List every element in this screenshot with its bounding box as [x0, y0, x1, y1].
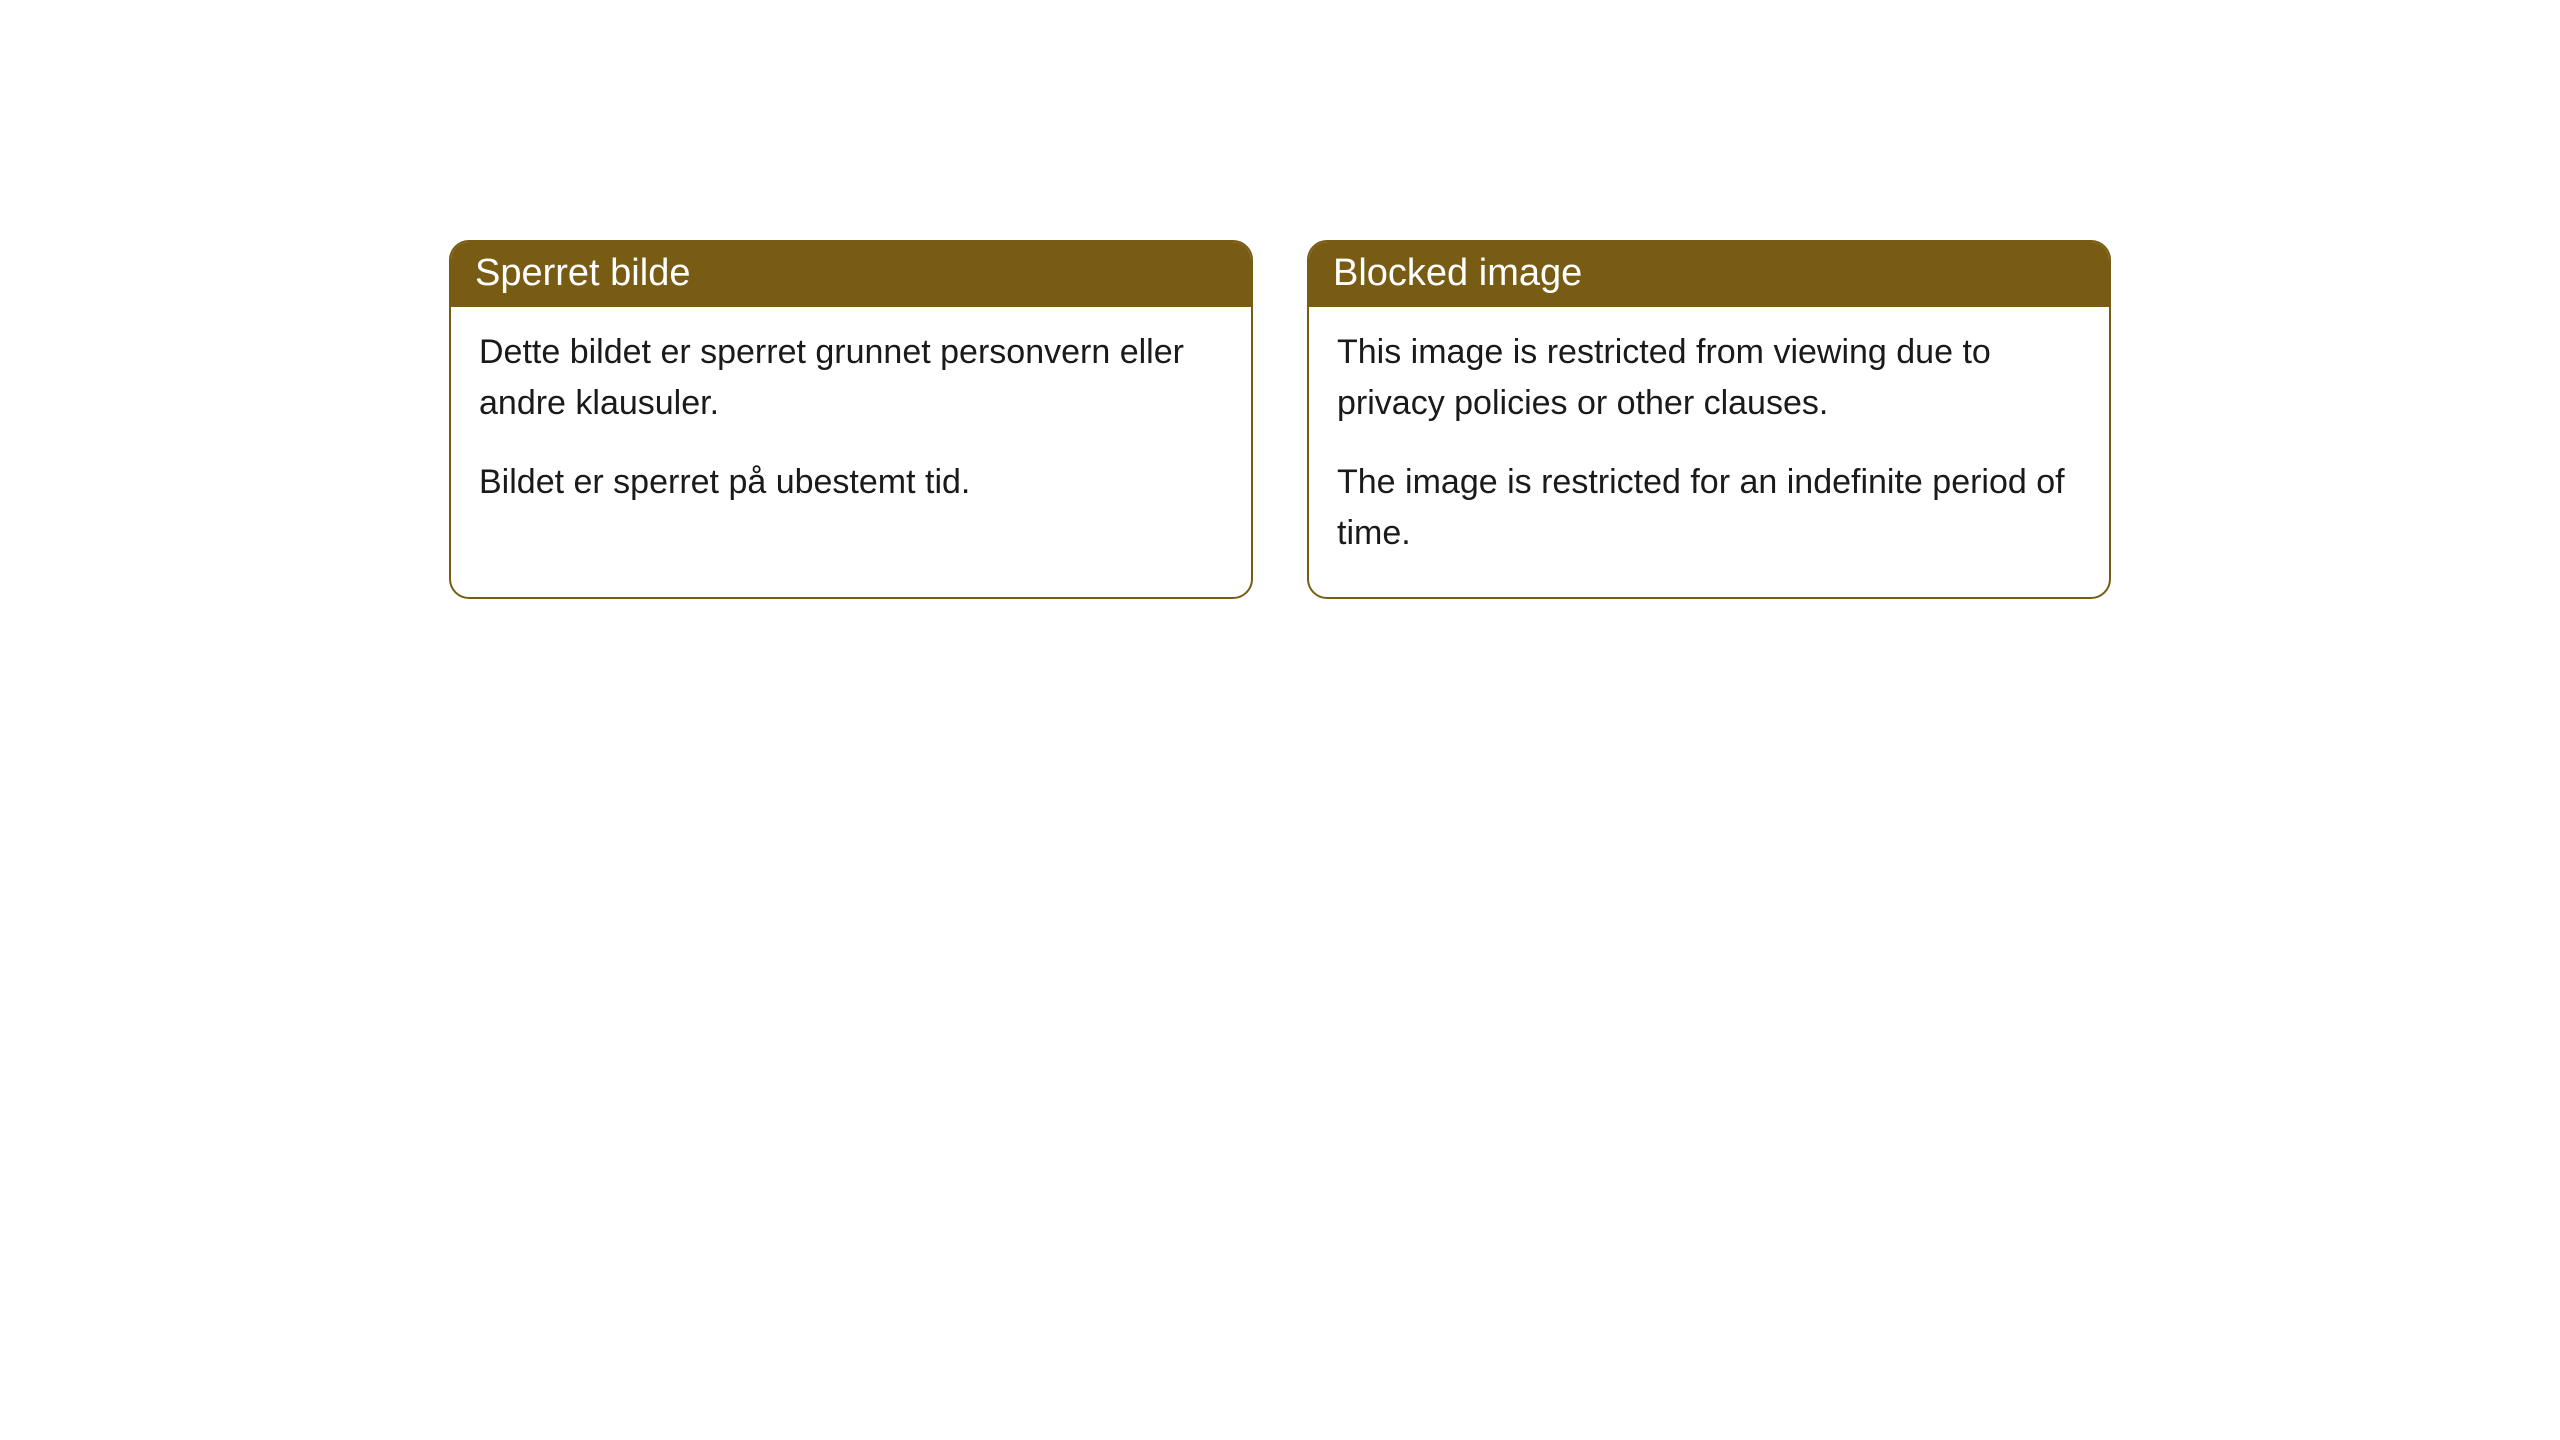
notice-header-norwegian: Sperret bilde: [451, 242, 1251, 307]
notice-card-english: Blocked image This image is restricted f…: [1307, 240, 2111, 599]
notice-card-norwegian: Sperret bilde Dette bildet er sperret gr…: [449, 240, 1253, 599]
notice-paragraph: This image is restricted from viewing du…: [1337, 327, 2081, 429]
notice-title: Sperret bilde: [475, 252, 690, 294]
notice-container: Sperret bilde Dette bildet er sperret gr…: [449, 240, 2111, 599]
notice-title: Blocked image: [1333, 252, 1582, 294]
notice-paragraph: Dette bildet er sperret grunnet personve…: [479, 327, 1223, 429]
notice-paragraph: Bildet er sperret på ubestemt tid.: [479, 457, 1223, 508]
notice-paragraph: The image is restricted for an indefinit…: [1337, 457, 2081, 559]
notice-body-norwegian: Dette bildet er sperret grunnet personve…: [451, 307, 1251, 546]
notice-header-english: Blocked image: [1309, 242, 2109, 307]
notice-body-english: This image is restricted from viewing du…: [1309, 307, 2109, 597]
